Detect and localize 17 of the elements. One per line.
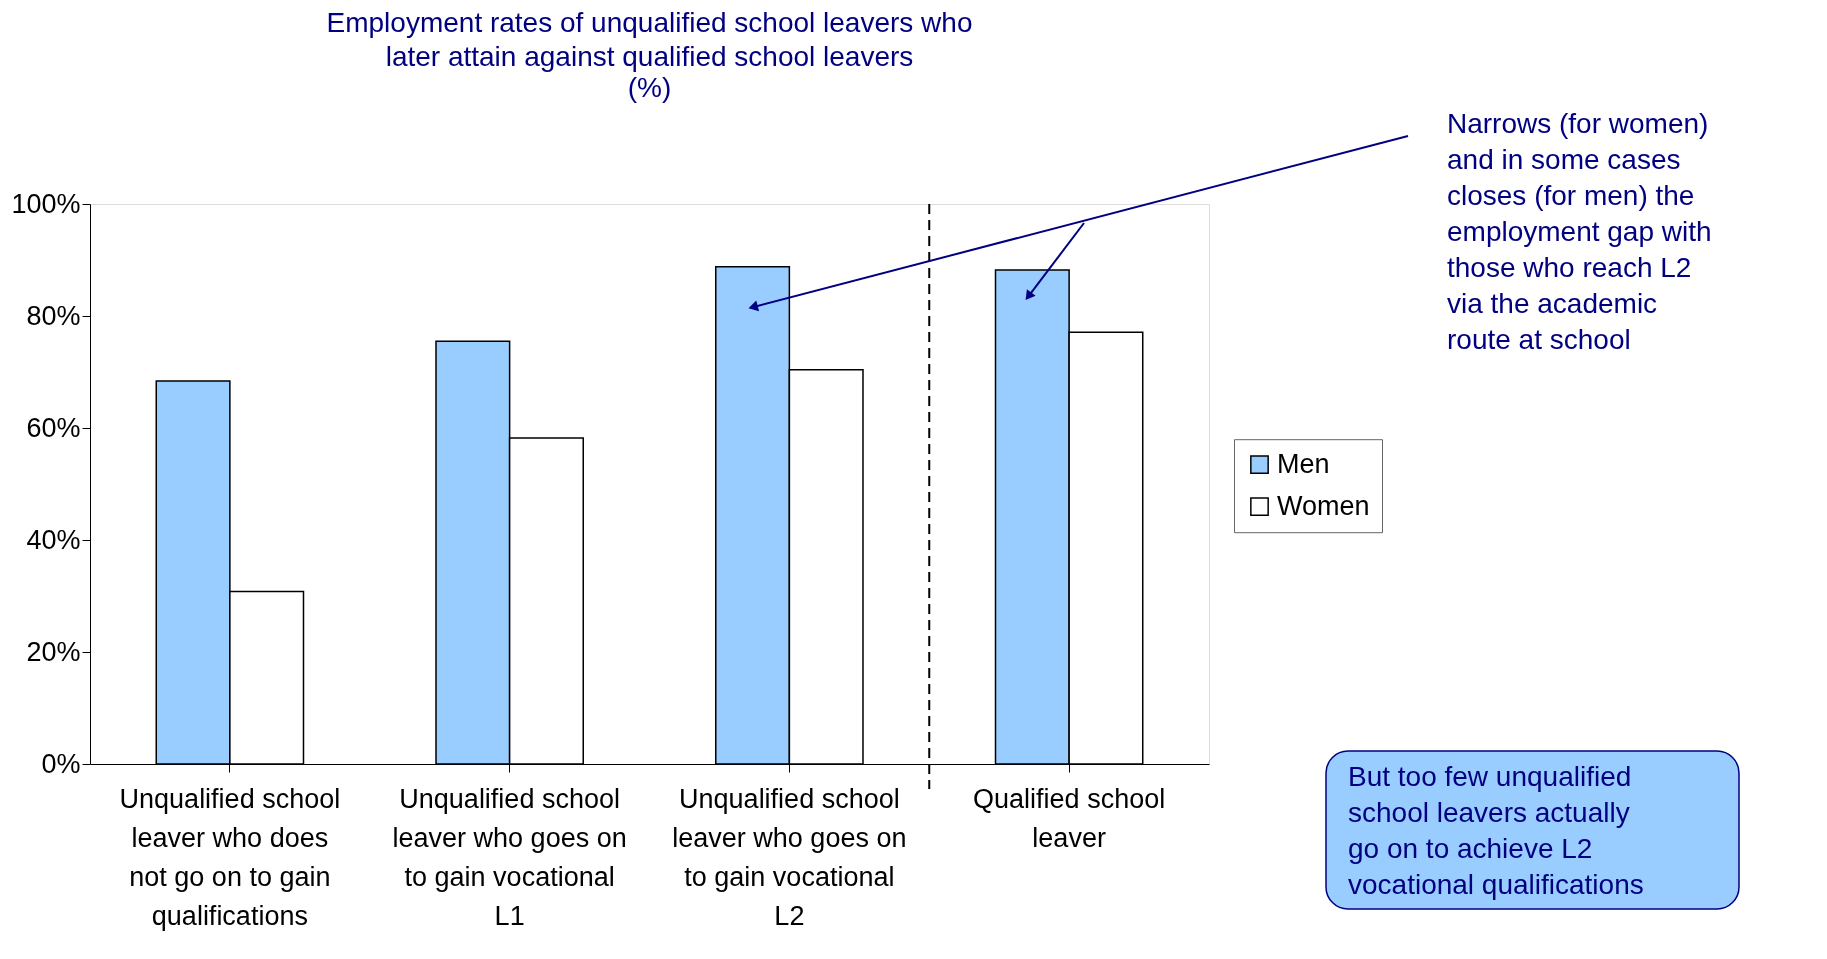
text: Narrows (for women) and in some cases closes (for men) the employment gap with those who reach L2 via the academic route at school (1447, 108, 1712, 355)
legend-label: Men (1277, 448, 1330, 479)
text: later attain against qualified school leavers (385, 41, 914, 72)
x-tick-label: Unqualified school leaver who goes on to gain vocational L1 (392, 783, 627, 931)
x-tick-label: Unqualified school leaver who does not go on to gain qualifications (119, 783, 341, 931)
y-tick-label: 100% (11, 188, 81, 219)
x-tick-label: Qualified school leaver (973, 783, 1166, 853)
text: But too few unqualified school leavers actually go on to achieve L2 vocational qualifications (1348, 761, 1644, 900)
y-tick-label: 20% (26, 636, 81, 667)
y-tick-label: 0% (41, 748, 81, 779)
y-tick-label: 40% (26, 524, 81, 555)
x-tick-label: Unqualified school leaver who goes on to gain vocational L2 (672, 783, 907, 931)
y-tick-label: 80% (26, 300, 81, 331)
chart-subtitle: (%) (627, 72, 672, 103)
legend-label: Women (1277, 490, 1370, 521)
y-tick-label: 60% (26, 412, 81, 443)
text: Employment rates of unqualified school leavers who (326, 7, 973, 38)
